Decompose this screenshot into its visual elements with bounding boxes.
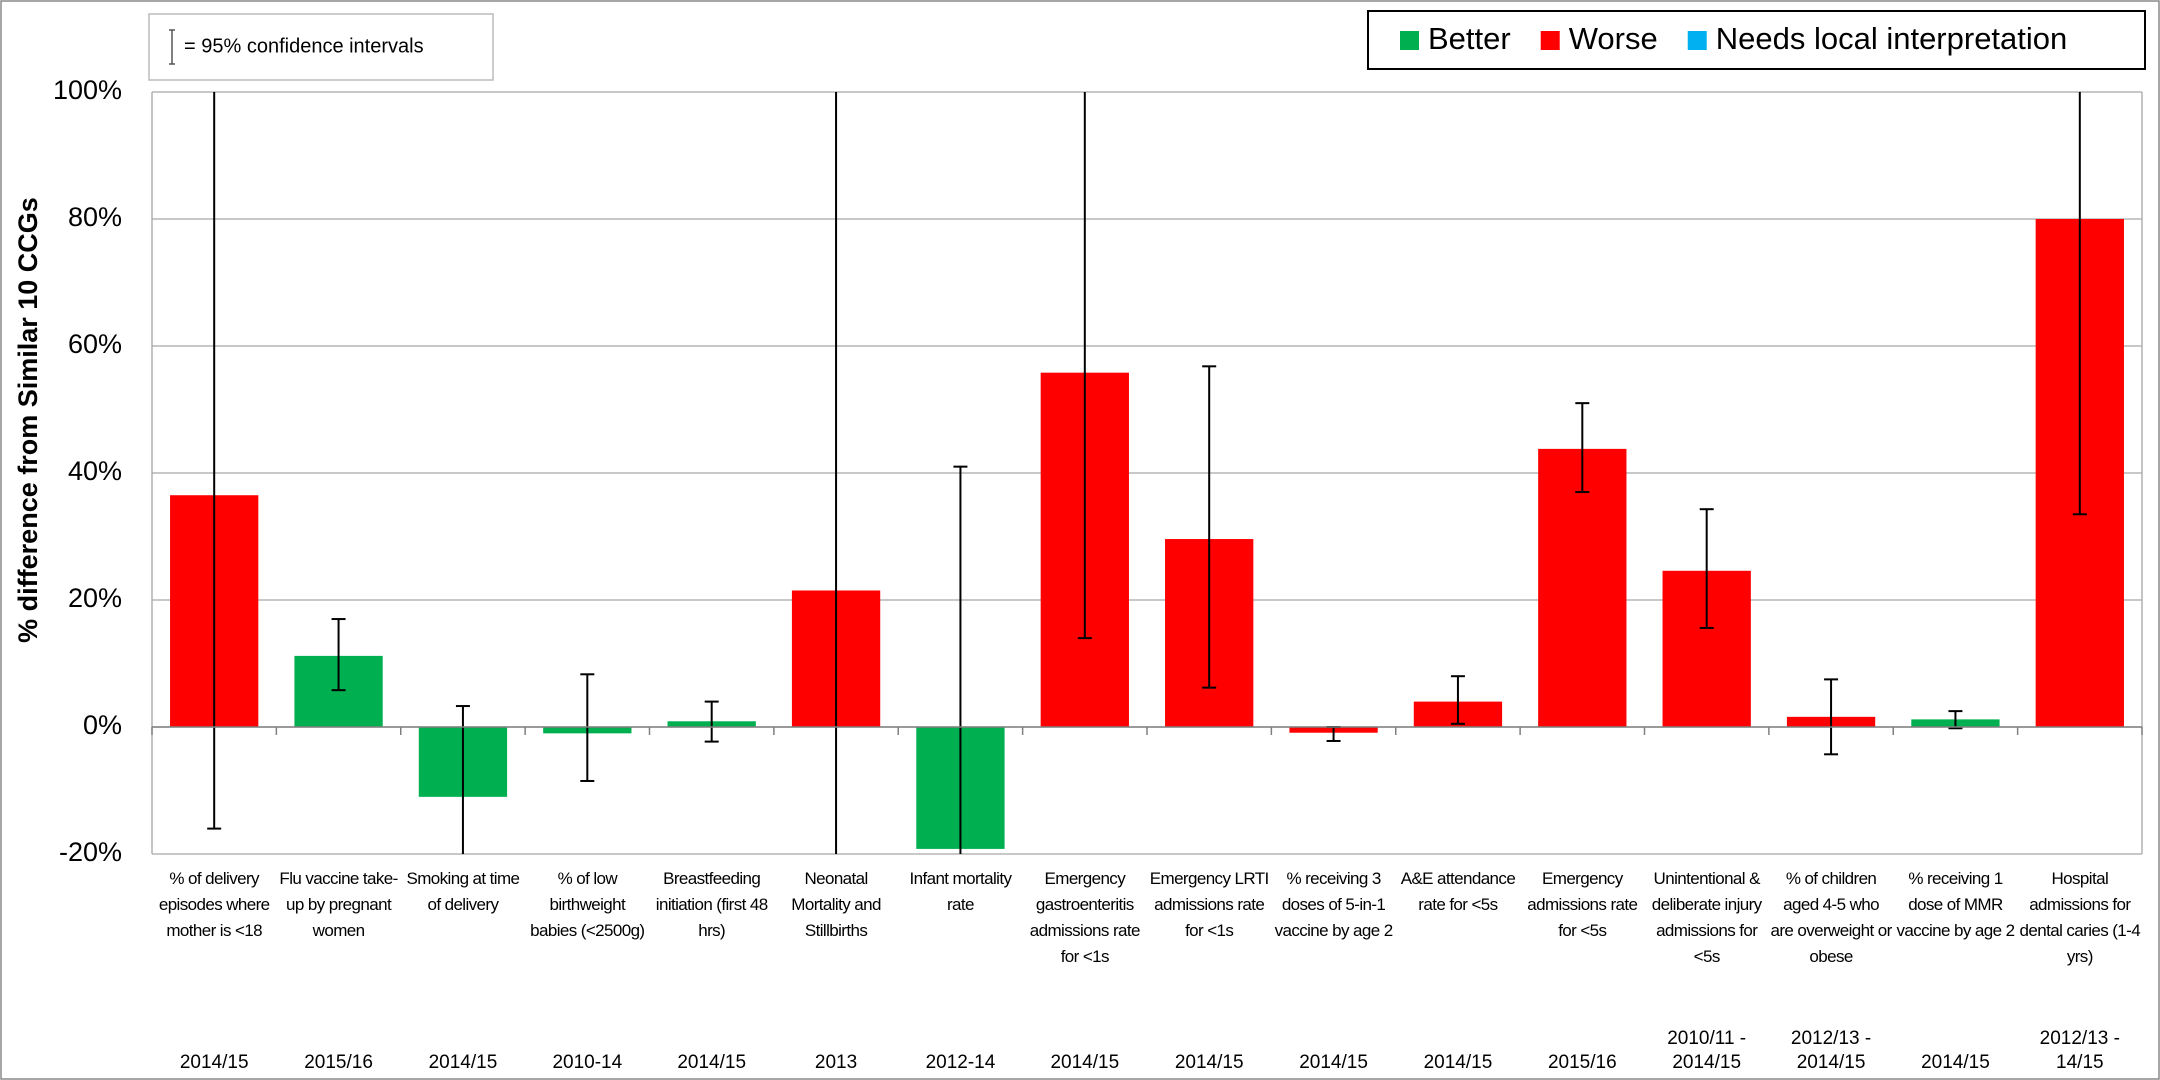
x-tick-label: % of low birthweight babies (<2500g) bbox=[530, 869, 645, 940]
x-tick-label: % of delivery episodes where mother is <… bbox=[158, 869, 270, 940]
period-label: 2012-14 bbox=[925, 1052, 996, 1073]
y-tick-label: 100% bbox=[53, 75, 122, 105]
legend-box bbox=[1367, 10, 2146, 70]
y-tick-label: 60% bbox=[68, 329, 122, 359]
legend-label: Needs local interpretation bbox=[1716, 21, 2068, 56]
legend-label: Worse bbox=[1569, 21, 1658, 56]
ci-note-box bbox=[148, 13, 494, 81]
period-label: 2012/13 - 2014/15 bbox=[1790, 1028, 1872, 1073]
x-tick-label: % receiving 3 doses of 5-in-1 vaccine by… bbox=[1274, 869, 1394, 940]
bar bbox=[1538, 448, 1627, 727]
y-tick-label: 0% bbox=[83, 710, 122, 740]
period-label: 2014/15 bbox=[1423, 1052, 1493, 1073]
period-label: 2014/15 bbox=[1174, 1052, 1244, 1073]
period-label: 2013 bbox=[814, 1052, 858, 1073]
period-label: 2015/16 bbox=[1547, 1052, 1617, 1073]
x-tick-label: % of children aged 4-5 who are overweigh… bbox=[1770, 869, 1892, 966]
period-label: 2014/15 bbox=[1299, 1052, 1368, 1073]
x-tick-label: Breastfeeding initiation (first 48 hrs) bbox=[655, 869, 768, 940]
y-tick-label: 20% bbox=[68, 583, 122, 613]
y-tick-label: 80% bbox=[68, 202, 122, 232]
x-tick-label: Infant mortality rate bbox=[909, 869, 1012, 914]
period-label: 2014/15 bbox=[428, 1052, 498, 1073]
period-label: 2014/15 bbox=[1050, 1052, 1120, 1073]
legend-swatch bbox=[1540, 31, 1560, 50]
x-tick-label: Emergency admissions rate for <5s bbox=[1527, 869, 1638, 940]
legend-swatch bbox=[1400, 31, 1419, 50]
x-tick-label: Unintentional & deliberate injury admiss… bbox=[1651, 869, 1762, 966]
period-label: 2014/15 bbox=[1921, 1052, 1990, 1073]
ci-note: = 95% confidence intervals bbox=[184, 35, 424, 57]
x-tick-label: Neonatal Mortality and Stillbirths bbox=[791, 869, 881, 940]
y-tick-label: -20% bbox=[59, 837, 122, 867]
x-tick-label: Hospital admissions for dental caries (1… bbox=[2019, 869, 2141, 966]
legend-swatch bbox=[1687, 31, 1707, 50]
period-label: 2015/16 bbox=[304, 1052, 373, 1073]
period-label: 2014/15 bbox=[677, 1052, 747, 1073]
x-tick-label: % receiving 1 dose of MMR vaccine by age… bbox=[1896, 869, 2015, 940]
y-tick-label: 40% bbox=[68, 456, 122, 486]
x-tick-label: Smoking at time of delivery bbox=[406, 869, 520, 914]
period-label: 2014/15 bbox=[179, 1052, 249, 1073]
x-tick-label: Emergency gastroenteritis admissions rat… bbox=[1029, 869, 1141, 966]
period-label: 2012/13 - 14/15 bbox=[2039, 1028, 2120, 1073]
period-label: 2010/11 - 2014/15 bbox=[1667, 1028, 1747, 1073]
period-label: 2010-14 bbox=[552, 1052, 623, 1073]
x-tick-label: A&E attendance rate for <5s bbox=[1400, 869, 1516, 914]
x-tick-label: Flu vaccine take-up by pregnant women bbox=[279, 869, 398, 940]
plot-area bbox=[170, 92, 2124, 854]
x-tick-label: Emergency LRTI admissions rate for <1s bbox=[1149, 869, 1269, 940]
legend-label: Better bbox=[1428, 21, 1511, 56]
y-axis-label: % difference from Similar 10 CCGs bbox=[13, 197, 43, 643]
